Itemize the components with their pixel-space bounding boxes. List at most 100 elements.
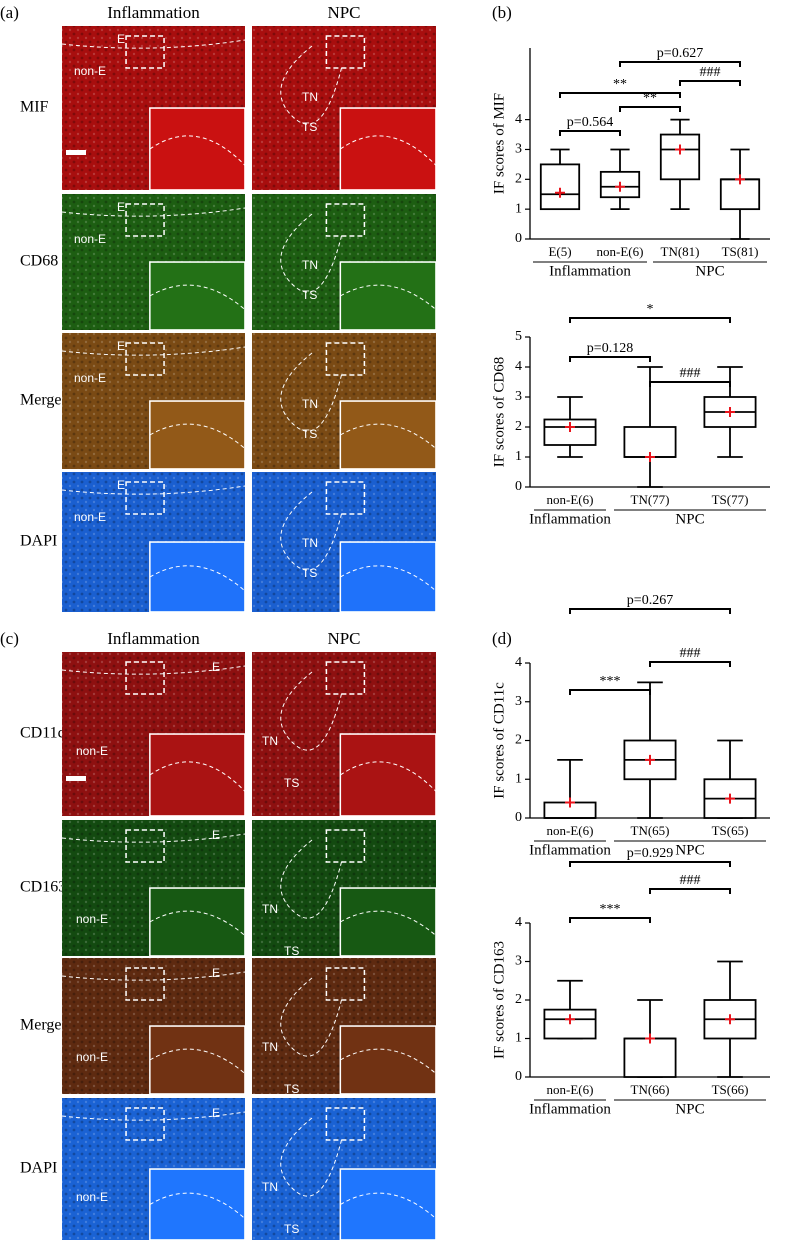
- inset: [339, 887, 437, 957]
- region-label: TS: [302, 288, 317, 302]
- region-label: TS: [302, 566, 317, 580]
- tissue-boundary: [61, 971, 246, 981]
- inset: [149, 1025, 246, 1095]
- significance-bracket: [569, 356, 651, 362]
- y-tick-label: 0: [515, 231, 522, 246]
- mean-marker: [645, 452, 655, 462]
- tissue-boundary: [61, 833, 246, 843]
- panel-label: (a): [0, 3, 19, 22]
- column-header: NPC: [327, 3, 360, 22]
- significance-label: ###: [700, 65, 721, 80]
- region-label: non-E: [76, 1050, 108, 1064]
- inset: [339, 1168, 437, 1241]
- inset: [339, 107, 437, 191]
- inset-boundary: [340, 284, 437, 310]
- inset: [149, 733, 246, 817]
- mean-marker: [565, 422, 575, 432]
- scale-bar: [66, 776, 86, 781]
- y-axis-label: IF scores of CD68: [491, 357, 507, 467]
- zoom-box: [325, 967, 366, 1001]
- zoom-box: [125, 481, 165, 515]
- y-tick-label: 2: [515, 733, 522, 748]
- inset-boundary: [149, 1048, 246, 1074]
- box: [539, 163, 581, 211]
- tissue-boundary: [280, 977, 343, 1057]
- zoom-box: [325, 481, 366, 515]
- inset-boundary: [340, 1048, 437, 1074]
- inset: [339, 541, 437, 613]
- significance-bracket: [649, 381, 731, 387]
- tissue-boundary: [61, 346, 246, 356]
- group-label: Inflammation: [549, 263, 631, 279]
- significance-bracket: [569, 689, 651, 695]
- significance-label: **: [613, 77, 627, 92]
- group-label: NPC: [675, 842, 704, 858]
- tissue-boundary: [61, 39, 246, 49]
- inset: [339, 733, 437, 817]
- region-label: non-E: [74, 232, 106, 246]
- zoom-box: [125, 829, 165, 863]
- significance-label: ***: [600, 674, 621, 689]
- y-tick-label: 1: [515, 1031, 522, 1046]
- significance-bracket: [649, 888, 731, 894]
- zoom-box: [325, 203, 366, 237]
- column-header: Inflammation: [107, 629, 200, 648]
- region-label: TS: [284, 776, 299, 790]
- zoom-box: [125, 35, 165, 69]
- region-label: E: [117, 32, 125, 46]
- region-label: TN: [262, 1040, 278, 1054]
- tissue-boundary: [280, 839, 343, 919]
- y-tick-label: 4: [515, 359, 522, 374]
- tissue-boundary: [61, 485, 246, 495]
- mean-marker: [645, 1033, 655, 1044]
- inset: [149, 1168, 246, 1241]
- x-tick-label: TS(81): [722, 244, 759, 259]
- panel-label: (d): [492, 629, 512, 648]
- y-tick-label: 1: [515, 201, 522, 216]
- zoom-box: [325, 1107, 366, 1141]
- mean-marker: [675, 144, 685, 155]
- panel-label: (b): [492, 3, 512, 22]
- inset: [339, 1025, 437, 1095]
- row-label: CD68: [20, 253, 58, 270]
- x-tick-label: TN(65): [631, 823, 670, 838]
- zoom-box: [125, 1107, 165, 1141]
- group-label: NPC: [675, 1101, 704, 1117]
- row-label: DAPI: [20, 1160, 57, 1177]
- x-tick-label: TN(77): [631, 492, 670, 507]
- y-tick-label: 0: [515, 810, 522, 825]
- x-tick-label: non-E(6): [547, 492, 594, 507]
- significance-label: ###: [680, 366, 701, 381]
- region-label: TS: [302, 120, 317, 134]
- significance-label: p=0.627: [657, 46, 703, 61]
- significance-bracket: [649, 661, 731, 667]
- region-label: TN: [302, 258, 318, 272]
- region-label: E: [212, 828, 220, 842]
- region-label: E: [117, 339, 125, 353]
- y-tick-label: 3: [515, 954, 522, 969]
- y-tick-label: 1: [515, 771, 522, 786]
- box: [659, 133, 701, 181]
- significance-label: ***: [600, 902, 621, 917]
- y-tick-label: 2: [515, 172, 522, 187]
- significance-label: p=0.128: [587, 341, 633, 356]
- y-tick-label: 3: [515, 142, 522, 157]
- x-tick-label: non-E(6): [547, 823, 594, 838]
- mean-marker: [565, 1014, 575, 1025]
- y-tick-label: 2: [515, 419, 522, 434]
- tissue-boundary: [61, 665, 246, 675]
- x-tick-label: TN(81): [661, 244, 700, 259]
- region-label: TN: [302, 536, 318, 550]
- region-label: TS: [302, 427, 317, 441]
- significance-bracket: [619, 106, 681, 112]
- region-label: non-E: [74, 371, 106, 385]
- tissue-boundary: [61, 1111, 246, 1121]
- y-tick-label: 4: [515, 655, 522, 670]
- significance-bracket: [569, 608, 731, 614]
- significance-bracket: [559, 130, 621, 136]
- y-tick-label: 3: [515, 389, 522, 404]
- box: [543, 418, 597, 446]
- inset-boundary: [340, 761, 437, 792]
- tissue-boundary: [280, 1117, 343, 1197]
